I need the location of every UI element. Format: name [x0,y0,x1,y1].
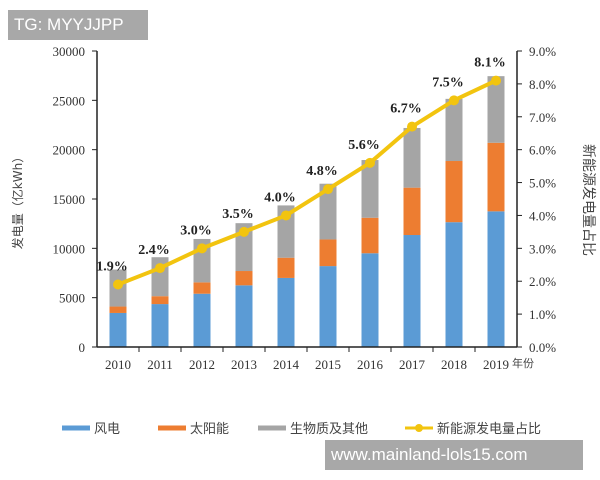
bar-1-2017 [403,187,421,236]
bar-2-2019 [487,76,505,143]
share-point-2016 [365,157,375,168]
y-left-tick-label: 15000 [53,192,86,207]
y-axis-right-label: 新能源发电量占比 [580,144,596,256]
bar-0-2015 [319,266,337,347]
y-right-tick-label: 9.0% [529,44,556,59]
bar-0-2012 [193,293,211,347]
x-tick-label: 2018 [441,357,467,372]
y-left-tick-label: 30000 [53,44,86,59]
bar-0-2011 [151,304,169,347]
share-point-2019 [491,75,501,86]
bar-1-2011 [151,296,169,305]
bar-0-2010 [109,312,127,347]
bar-2-2017 [403,127,421,188]
legend-label-3: 新能源发电量占比 [437,421,541,437]
y-left-tick-label: 25000 [53,93,86,108]
share-data-label: 6.7% [390,102,422,117]
share-point-2015 [323,184,333,195]
x-tick-label: 2012 [189,357,215,372]
bar-0-2013 [235,285,253,347]
y-right-tick-label: 1.0% [529,307,556,322]
watermark-top: TG: MYYJJPP [8,10,148,40]
bar-0-2016 [361,253,379,347]
share-data-label: 4.0% [264,190,296,205]
share-data-label: 4.8% [306,164,338,179]
x-tick-label: 2014 [273,357,300,372]
share-point-2011 [155,263,165,274]
legend: 风电 太阳能 生物质及其他 新能源发电量占比 [62,421,541,437]
x-tick-label: 2017 [399,357,426,372]
bar-0-2017 [403,235,421,347]
share-point-2013 [239,226,249,237]
axes: 0 5000 10000 15000 20000 25000 30000 0.0% 1.0% 2.… [53,44,557,372]
share-point-2017 [407,121,417,132]
share-data-label: 3.0% [180,223,212,238]
bar-1-2015 [319,239,337,267]
bar-0-2018 [445,222,463,347]
share-data-label: 3.5% [222,207,254,222]
bar-1-2013 [235,271,253,286]
x-tick-label: 2019 [483,357,509,372]
y-left-tick-label: 0 [79,340,86,355]
x-tick-label: 2011 [147,357,173,372]
share-data-label: 2.4% [138,243,170,258]
bar-2-2018 [445,98,463,162]
bar-0-2019 [487,211,505,347]
y-left-tick-label: 5000 [59,291,85,306]
legend-label-2: 生物质及其他 [290,422,368,437]
bar-1-2019 [487,142,505,212]
x-axis-label: 年份 [512,356,534,370]
x-tick-label: 2016 [357,357,384,372]
y-right-tick-label: 2.0% [529,274,556,289]
bar-2-2015 [319,183,337,240]
share-point-2014 [281,210,291,221]
share-data-label: 1.9% [96,260,128,275]
bar-1-2012 [193,282,211,294]
legend-marker-3 [415,424,423,432]
bar-1-2018 [445,161,463,223]
share-point-2012 [197,243,207,254]
y-left-tick-label: 10000 [53,241,86,256]
bar-1-2014 [277,257,295,278]
y-right-tick-label: 5.0% [529,176,556,191]
bar-1-2016 [361,217,379,254]
bar-0-2014 [277,277,295,347]
share-data-label: 8.1% [474,56,506,71]
bar-2-2011 [151,257,169,297]
watermark-bottom: www.mainland-lols15.com [325,440,583,470]
bar-2-2016 [361,160,379,218]
y-right-tick-label: 8.0% [529,77,556,92]
share-line [117,78,497,287]
share-point-2018 [449,95,459,106]
share-data-label: 7.5% [432,75,464,90]
y-right-tick-label: 3.0% [529,241,556,256]
y-left-tick-label: 20000 [53,143,86,158]
y-right-tick-label: 4.0% [529,208,556,223]
share-point-2010 [113,279,123,290]
legend-label-1: 太阳能 [190,422,229,437]
legend-label-0: 风电 [94,422,120,437]
share-data-label: 5.6% [348,138,380,153]
y-right-tick-label: 6.0% [529,143,556,158]
x-tick-label: 2013 [231,357,257,372]
y-axis-left-label: 发电量（亿kWh） [10,151,25,249]
y-right-tick-label: 0.0% [529,340,556,355]
x-tick-label: 2010 [105,357,131,372]
y-right-tick-label: 7.0% [529,110,556,125]
x-tick-label: 2015 [315,357,341,372]
bar-1-2010 [109,306,127,313]
